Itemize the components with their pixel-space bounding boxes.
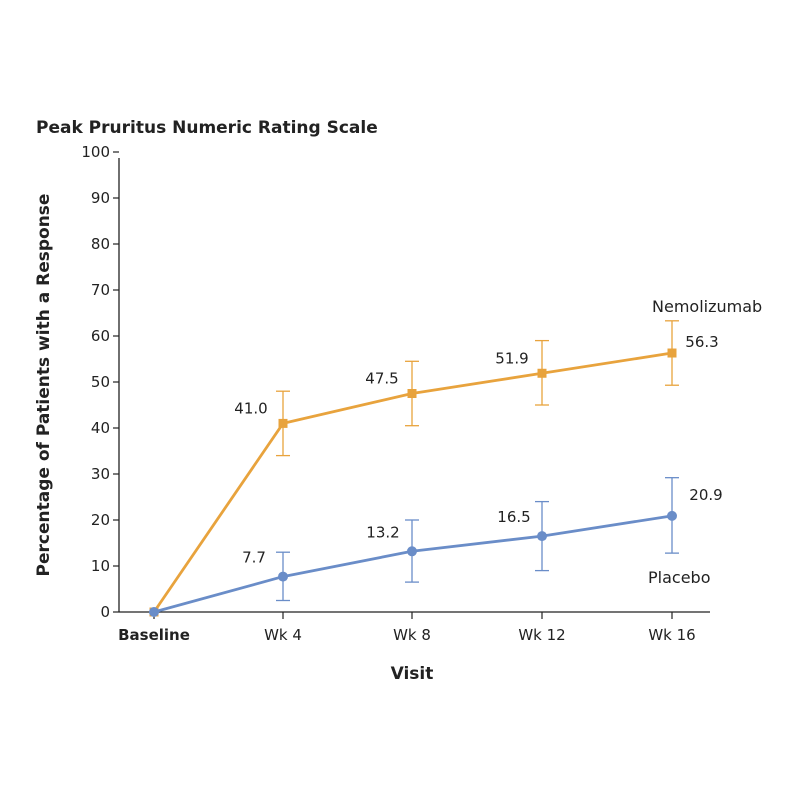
data-point <box>278 418 288 428</box>
y-tick-label: 20 <box>91 511 110 529</box>
series-placebo: 7.7 13.2 16.5 20.9 Placebo <box>149 477 723 617</box>
data-label: 51.9 <box>495 349 528 367</box>
x-tick-label: Baseline <box>118 626 190 644</box>
series-name-label: Nemolizumab <box>652 297 762 316</box>
data-label: 41.0 <box>234 399 267 417</box>
x-tick-label: Wk 12 <box>518 626 565 644</box>
y-tick-label: 30 <box>91 465 110 483</box>
data-point <box>278 571 288 582</box>
x-axis-label: Visit <box>391 664 434 684</box>
y-axis-label: Percentage of Patients with a Response <box>34 194 54 577</box>
data-label: 20.9 <box>689 486 722 504</box>
y-tick-label: 50 <box>91 373 110 391</box>
series-line <box>153 514 673 614</box>
series-nemolizumab: 41.0 47.5 51.9 56.3 Nemolizumab <box>149 297 762 617</box>
y-tick-label: 10 <box>91 557 110 575</box>
y-tick-label: 0 <box>100 603 110 621</box>
y-tick-label: 90 <box>91 189 110 207</box>
chart-title: Peak Pruritus Numeric Rating Scale <box>36 118 378 138</box>
y-tick-label: 80 <box>91 235 110 253</box>
data-label: 13.2 <box>366 523 399 541</box>
y-tick-label: 100 <box>81 143 110 161</box>
y-tick-label: 60 <box>91 327 110 345</box>
data-point <box>667 348 677 358</box>
data-label: 56.3 <box>685 333 718 351</box>
x-ticks: Baseline Wk 4 Wk 8 Wk 12 Wk 16 <box>118 612 696 644</box>
data-point <box>149 607 159 617</box>
data-point <box>407 389 417 398</box>
data-label: 16.5 <box>497 508 530 526</box>
data-point <box>667 510 677 521</box>
series-layer: 41.0 47.5 51.9 56.3 Nemolizumab 7.7 13.2 16.5 20… <box>149 297 762 617</box>
data-label: 47.5 <box>365 370 398 388</box>
data-label: 7.7 <box>242 549 266 567</box>
data-point <box>537 368 547 378</box>
data-point <box>407 546 417 557</box>
x-tick-label: Wk 4 <box>264 626 302 644</box>
x-tick-label: Wk 16 <box>648 626 695 644</box>
data-point <box>537 531 547 542</box>
series-name-label: Placebo <box>648 568 710 587</box>
y-ticks: 0 10 20 30 40 50 60 70 80 90 100 <box>81 143 119 621</box>
x-tick-label: Wk 8 <box>393 626 431 644</box>
y-tick-label: 70 <box>91 281 110 299</box>
y-tick-label: 40 <box>91 419 110 437</box>
